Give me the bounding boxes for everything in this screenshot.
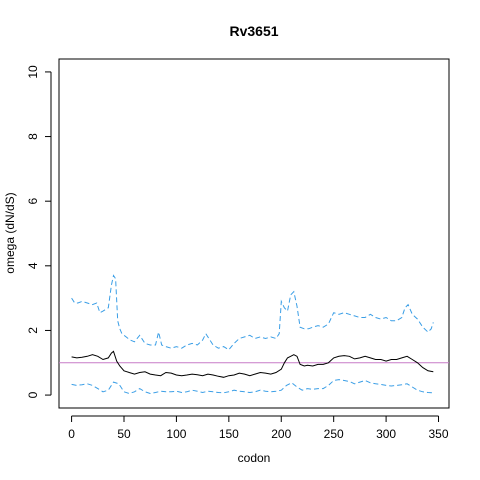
x-tick-label: 300 xyxy=(376,427,396,441)
x-tick-label: 0 xyxy=(68,427,75,441)
y-axis-label: omega (dN/dS) xyxy=(3,192,17,273)
series-line-0 xyxy=(71,350,434,378)
x-tick-label: 50 xyxy=(117,427,131,441)
series-line-1 xyxy=(71,274,434,351)
x-tick-label: 250 xyxy=(324,427,344,441)
chart-title: Rv3651 xyxy=(229,23,278,39)
x-axis: 0 50 100 150 200 250 300 350 xyxy=(68,415,449,441)
x-axis-label: codon xyxy=(238,451,271,465)
y-tick-label: 8 xyxy=(26,133,40,140)
plot-frame xyxy=(58,58,450,409)
x-tick-label: 150 xyxy=(219,427,239,441)
y-tick-label: 0 xyxy=(26,391,40,398)
series-line-2 xyxy=(71,379,434,395)
y-tick-label: 4 xyxy=(26,262,40,269)
data-layer xyxy=(59,274,449,395)
y-tick-label: 2 xyxy=(26,327,40,334)
y-axis: 0 2 4 6 8 10 xyxy=(26,65,52,398)
y-tick-label: 6 xyxy=(26,198,40,205)
y-tick-label: 10 xyxy=(26,65,40,79)
x-tick-label: 200 xyxy=(271,427,291,441)
x-tick-label: 350 xyxy=(429,427,449,441)
x-tick-label: 100 xyxy=(166,427,186,441)
